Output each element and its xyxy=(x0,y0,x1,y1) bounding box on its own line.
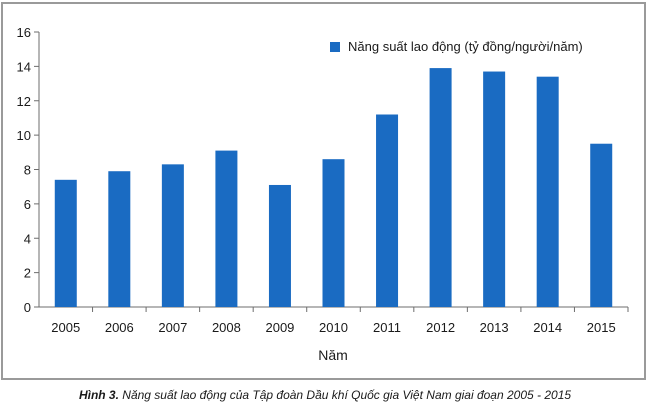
bars xyxy=(54,68,613,307)
x-tick-label: 2013 xyxy=(480,320,509,335)
bar-2012 xyxy=(429,68,452,307)
caption-text: Năng suất lao động của Tập đoàn Dầu khí … xyxy=(118,388,572,402)
x-tick-label: 2012 xyxy=(426,320,455,335)
y-tick-label: 14 xyxy=(17,59,31,74)
y-tick-label: 2 xyxy=(24,266,31,281)
bar-2009 xyxy=(268,184,291,307)
legend-label: Năng suất lao động (tỷ đồng/người/năm) xyxy=(348,39,583,54)
x-tick-label: 2010 xyxy=(319,320,348,335)
y-tick-label: 12 xyxy=(17,94,31,109)
x-axis-label: Năm xyxy=(318,347,348,363)
y-tick-label: 10 xyxy=(17,128,31,143)
x-tick-label: 2015 xyxy=(587,320,616,335)
bar-2013 xyxy=(483,71,506,307)
x-ticks: 2005 2006 2007 2008 2009 2010 2011 2012 2013 2014… xyxy=(51,307,629,335)
bar-2010 xyxy=(322,159,345,307)
x-tick-label: 2011 xyxy=(373,320,401,335)
legend-swatch xyxy=(330,42,340,52)
bar-2014 xyxy=(536,76,559,307)
y-tick-label: 16 xyxy=(17,25,31,40)
bar-2005 xyxy=(54,179,77,307)
figure-caption: Hình 3. Năng suất lao động của Tập đoàn … xyxy=(0,388,650,402)
y-tick-label: 4 xyxy=(24,231,31,246)
bar-2015 xyxy=(590,143,613,307)
bar-2008 xyxy=(215,150,238,307)
y-tick-label: 6 xyxy=(24,197,31,212)
x-tick-label: 2006 xyxy=(105,320,134,335)
x-tick-label: 2005 xyxy=(51,320,80,335)
x-tick-label: 2007 xyxy=(158,320,187,335)
x-tick-label: 2014 xyxy=(533,320,562,335)
bar-2007 xyxy=(161,164,184,307)
x-tick-label: 2008 xyxy=(212,320,241,335)
bar-2006 xyxy=(108,171,131,307)
y-tick-label: 0 xyxy=(24,300,31,315)
y-ticks: 0 2 4 6 8 10 12 14 16 xyxy=(17,25,39,315)
legend: Năng suất lao động (tỷ đồng/người/năm) xyxy=(330,39,583,54)
x-tick-label: 2009 xyxy=(265,320,294,335)
y-tick-label: 8 xyxy=(24,163,31,178)
caption-lead: Hình 3. xyxy=(78,388,119,402)
bar-2011 xyxy=(376,114,399,307)
